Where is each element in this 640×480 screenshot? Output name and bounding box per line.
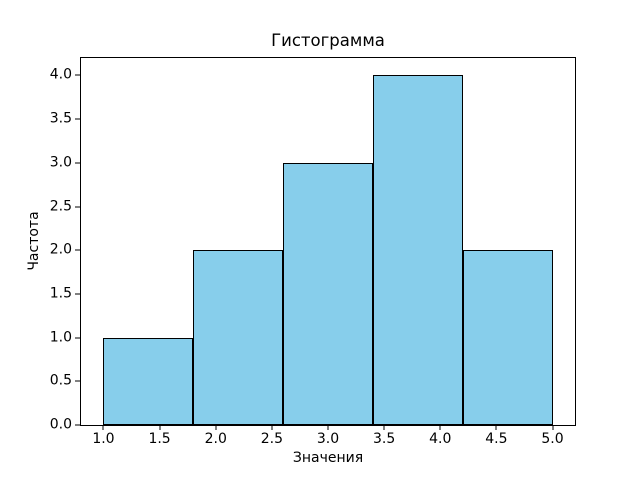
histogram-bar	[103, 337, 194, 425]
x-tick-label: 1.5	[148, 431, 171, 447]
y-tick-label: 4.0	[49, 66, 72, 83]
y-tick-label: 0.0	[49, 416, 72, 433]
chart-title: Гистограмма	[271, 31, 385, 50]
x-tick-label: 4.0	[429, 431, 452, 447]
x-tick-mark	[215, 425, 217, 430]
y-tick-label: 2.0	[49, 241, 72, 258]
x-tick-mark	[495, 425, 497, 430]
x-tick-mark	[439, 425, 441, 430]
y-tick-label: 0.5	[49, 372, 72, 389]
histogram-bar	[193, 250, 284, 425]
x-tick-mark	[159, 425, 161, 430]
x-tick-label: 4.5	[485, 431, 508, 447]
y-tick-mark	[75, 424, 80, 426]
x-tick-mark	[102, 425, 104, 430]
x-tick-label: 3.0	[316, 431, 340, 447]
x-tick-label: 1.0	[92, 431, 115, 447]
y-tick-label: 2.5	[49, 197, 72, 214]
histogram-bar	[372, 75, 463, 425]
y-tick-mark	[75, 293, 80, 295]
x-tick-mark	[271, 425, 273, 430]
x-tick-label: 2.0	[204, 431, 227, 447]
y-tick-mark	[75, 162, 80, 164]
histogram-bar	[283, 162, 373, 425]
y-tick-label: 3.0	[49, 154, 72, 171]
y-tick-mark	[75, 206, 80, 208]
x-tick-mark	[327, 425, 329, 430]
plot-area: 1.0 1.5 2.0 2.5 3.0 3.5 4.0 4.5 5.0 0.0 0.5 1.0 1.5 2…	[50, 57, 576, 447]
y-tick-mark	[75, 380, 80, 382]
x-tick-label: 5.0	[541, 431, 564, 447]
y-tick-mark	[75, 74, 80, 76]
y-tick-label: 3.5	[49, 110, 72, 127]
y-tick-label: 1.0	[49, 328, 72, 345]
x-tick-label: 3.5	[372, 431, 396, 447]
histogram-bar	[462, 250, 553, 425]
x-tick-label: 2.5	[260, 431, 283, 447]
y-tick-mark	[75, 337, 80, 339]
x-tick-mark	[383, 425, 385, 430]
x-axis-label: Значения	[292, 450, 364, 466]
y-axis-label: Частота	[26, 211, 42, 271]
y-tick-mark	[75, 118, 80, 120]
y-tick-label: 1.5	[49, 285, 72, 302]
y-tick-mark	[75, 249, 80, 251]
x-tick-mark	[552, 425, 554, 430]
